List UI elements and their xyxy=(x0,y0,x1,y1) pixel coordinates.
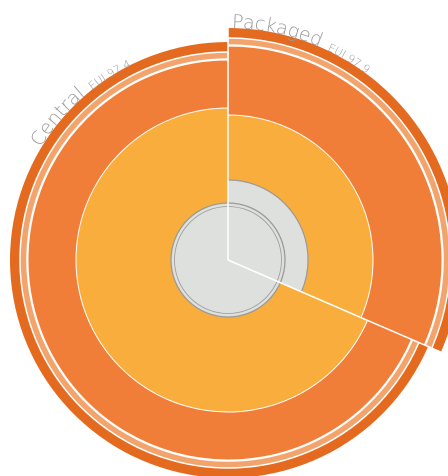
divider-split xyxy=(227,259,445,355)
ring-outer-band-packaged xyxy=(228,28,448,353)
ring-layer xyxy=(10,24,448,476)
